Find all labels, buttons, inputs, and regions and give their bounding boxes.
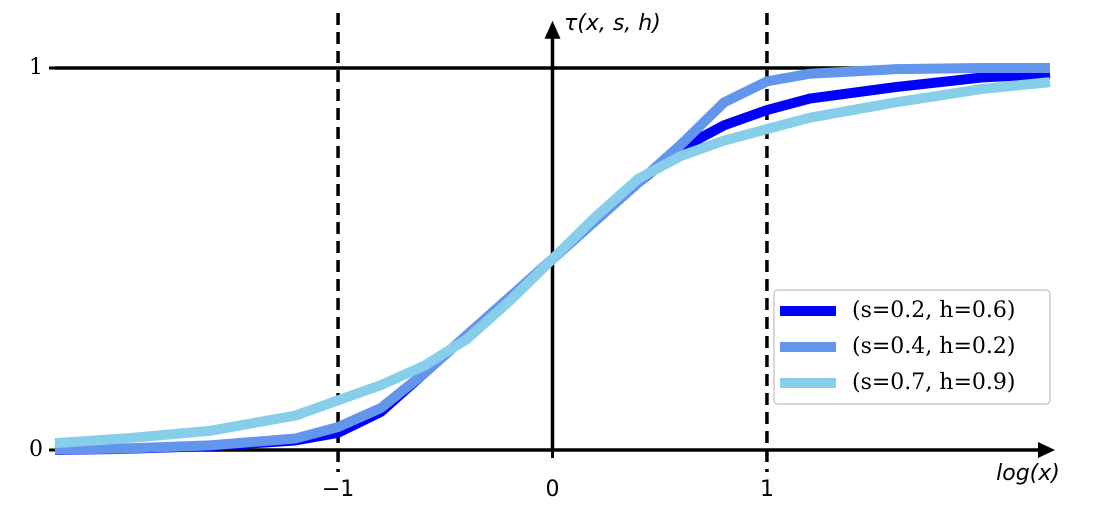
x-tick-label: 1 — [760, 477, 774, 502]
legend-label: (s=0.4, h=0.2) — [852, 334, 1015, 359]
y-axis-arrow — [544, 20, 561, 39]
y-tick-label: 1 — [29, 55, 43, 80]
legend-label: (s=0.7, h=0.9) — [852, 370, 1015, 395]
legend-label: (s=0.2, h=0.6) — [852, 298, 1015, 323]
x-axis-label: log(x) — [996, 461, 1060, 486]
legend: (s=0.2, h=0.6) (s=0.4, h=0.2) (s=0.7, h=0.… — [773, 289, 1051, 405]
line-series — [54, 77, 1051, 449]
y-axis-label: τ(x, s, h) — [564, 11, 661, 36]
legend-box — [773, 289, 1051, 405]
x-axis-arrow — [1038, 442, 1055, 458]
x-tick-label: −1 — [322, 477, 354, 502]
y-tick-label: 0 — [29, 437, 43, 462]
x-tick-label: 0 — [546, 477, 560, 502]
